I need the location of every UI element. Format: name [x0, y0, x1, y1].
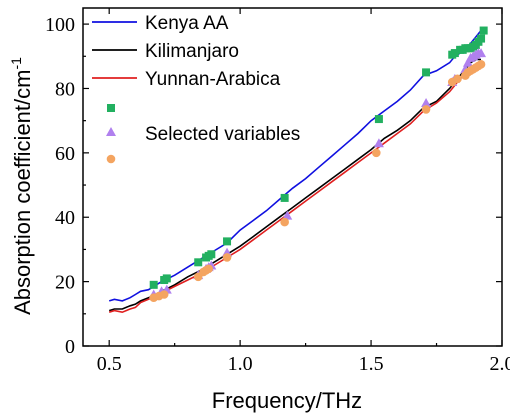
y-tick-label: 0: [65, 336, 75, 358]
triangle-marker: [421, 97, 432, 107]
square-marker: [280, 193, 289, 202]
square-marker: [149, 280, 158, 289]
legend-label-selected-variables: Selected variables: [145, 124, 300, 145]
square-marker: [162, 274, 171, 283]
axes-layer: 0.5 1.0 1.5 2.0 0 20 40 60 80 100: [45, 7, 510, 375]
circle-marker: [280, 217, 289, 227]
square-marker: [477, 34, 486, 43]
square-marker: [223, 237, 232, 246]
legend-label-kenya-aa: Kenya AA: [145, 13, 229, 34]
x-tick-label: 1.0: [228, 353, 253, 375]
y-tick-label: 100: [45, 14, 75, 36]
legend-triangle-marker: [106, 127, 116, 136]
square-marker: [450, 49, 459, 58]
series-line-kilimanjaro: [108, 58, 481, 312]
x-tick-label: 1.5: [359, 353, 384, 375]
legend-circle-marker: [106, 154, 116, 164]
y-tick-label: 20: [55, 272, 75, 294]
y-tick-label: 80: [55, 78, 75, 100]
triangle-marker: [282, 210, 293, 220]
y-tick-label: 60: [55, 143, 75, 165]
triangle-marker: [462, 57, 473, 67]
y-axis-title-group: Absorption coefficient/cm-1: [8, 57, 35, 315]
circle-marker: [204, 264, 213, 274]
legend-label-kilimanjaro: Kilimanjaro: [145, 41, 239, 62]
marker-layer: [148, 26, 488, 303]
triangle-marker: [373, 138, 384, 148]
x-axis-title: Frequency/THz: [212, 388, 362, 413]
legend-label-yunnan-arabica: Yunnan-Arabica: [145, 69, 281, 90]
circle-marker: [159, 290, 169, 299]
legend: Kenya AA Kilimanjaro Yunnan-Arabica Selecte…: [92, 13, 300, 164]
y-axis-title-sup: -1: [8, 57, 24, 70]
circle-marker: [476, 60, 486, 69]
x-tick-label: 0.5: [97, 353, 122, 375]
circle-marker: [372, 148, 381, 158]
series-layer: [108, 30, 482, 314]
y-axis-title: Absorption coefficient/cm-1: [8, 57, 35, 315]
square-marker: [422, 68, 431, 77]
legend-square-marker: [107, 104, 115, 112]
circle-marker: [421, 105, 431, 114]
series-line-kenya-aa: [108, 30, 482, 302]
square-marker: [194, 258, 203, 267]
square-marker: [374, 115, 383, 124]
square-marker: [479, 26, 488, 35]
square-marker: [207, 250, 216, 259]
y-axis-title-main: Absorption coefficient/cm: [10, 70, 35, 315]
circle-marker: [453, 74, 462, 84]
series-line-yunnan-arabica: [108, 66, 482, 314]
triangle-marker: [476, 48, 487, 58]
circle-marker: [222, 253, 232, 262]
y-tick-label: 40: [55, 207, 75, 229]
x-tick-label: 2.0: [490, 353, 510, 375]
plot-frame: [82, 7, 503, 347]
